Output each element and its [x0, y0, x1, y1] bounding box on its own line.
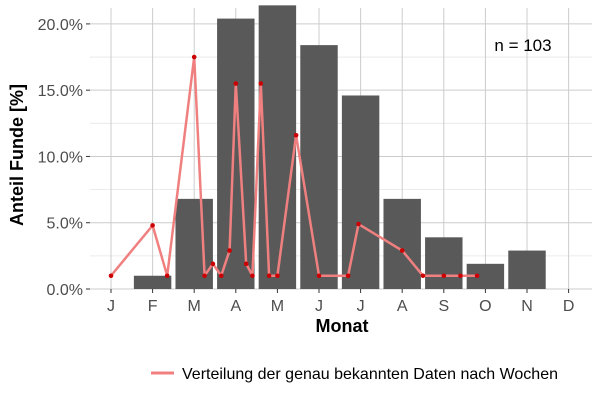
x-tick-label: M	[271, 298, 284, 315]
y-axis-ticks: 0.0% 5.0% 10.0% 15.0% 20.0%	[38, 17, 90, 299]
series-point	[218, 273, 224, 279]
x-tick-label: J	[357, 298, 365, 315]
x-tick-label: J	[315, 298, 323, 315]
series-point	[316, 273, 322, 279]
y-tick-label: 15.0%	[38, 83, 83, 100]
series-point	[250, 273, 255, 279]
y-tick-label: 20.0%	[38, 17, 83, 34]
x-tick-label: F	[148, 298, 158, 315]
x-tick-label: A	[397, 298, 408, 315]
series-point	[108, 273, 114, 279]
x-tick-label: A	[230, 298, 241, 315]
x-tick-label: N	[521, 298, 533, 315]
series-point	[345, 273, 351, 279]
series-point	[441, 273, 447, 279]
y-tick-label: 0.0%	[47, 282, 83, 299]
bar	[133, 275, 172, 289]
bar	[300, 45, 338, 290]
series-point	[164, 273, 170, 279]
x-axis-title: Monat	[316, 316, 369, 336]
x-tick-label: O	[479, 298, 491, 315]
series-point	[293, 132, 299, 138]
series-point	[243, 261, 249, 267]
x-tick-label: D	[563, 298, 575, 315]
legend-label: Verteilung der genau bekannten Daten nac…	[182, 366, 558, 383]
legend: Verteilung der genau bekannten Daten nac…	[151, 366, 558, 383]
bar	[175, 198, 213, 289]
bars	[133, 5, 546, 290]
series-point	[474, 273, 480, 279]
series-point	[266, 273, 272, 279]
weekly-series	[108, 54, 480, 279]
series-point	[233, 81, 239, 86]
series-point	[420, 273, 426, 279]
bar	[425, 237, 463, 289]
series-point	[275, 273, 280, 279]
bar	[258, 5, 297, 289]
series-point	[258, 81, 264, 86]
x-tick-label: S	[438, 298, 449, 315]
bar	[341, 95, 380, 289]
series-point	[458, 273, 463, 279]
series-point	[399, 248, 405, 253]
bar	[508, 250, 546, 289]
series-point	[227, 248, 232, 253]
series-point	[202, 273, 207, 279]
y-tick-label: 5.0%	[47, 216, 83, 233]
y-axis-title: Anteil Funde [%]	[7, 84, 27, 226]
series-point	[191, 54, 197, 60]
series-point	[210, 261, 216, 267]
x-tick-label: M	[188, 298, 201, 315]
bar	[217, 18, 255, 290]
x-tick-label: J	[107, 298, 115, 315]
annotation-label: n = 103	[494, 36, 551, 55]
y-tick-label: 10.0%	[38, 149, 83, 166]
series-point	[150, 223, 155, 228]
series-point	[356, 221, 361, 227]
